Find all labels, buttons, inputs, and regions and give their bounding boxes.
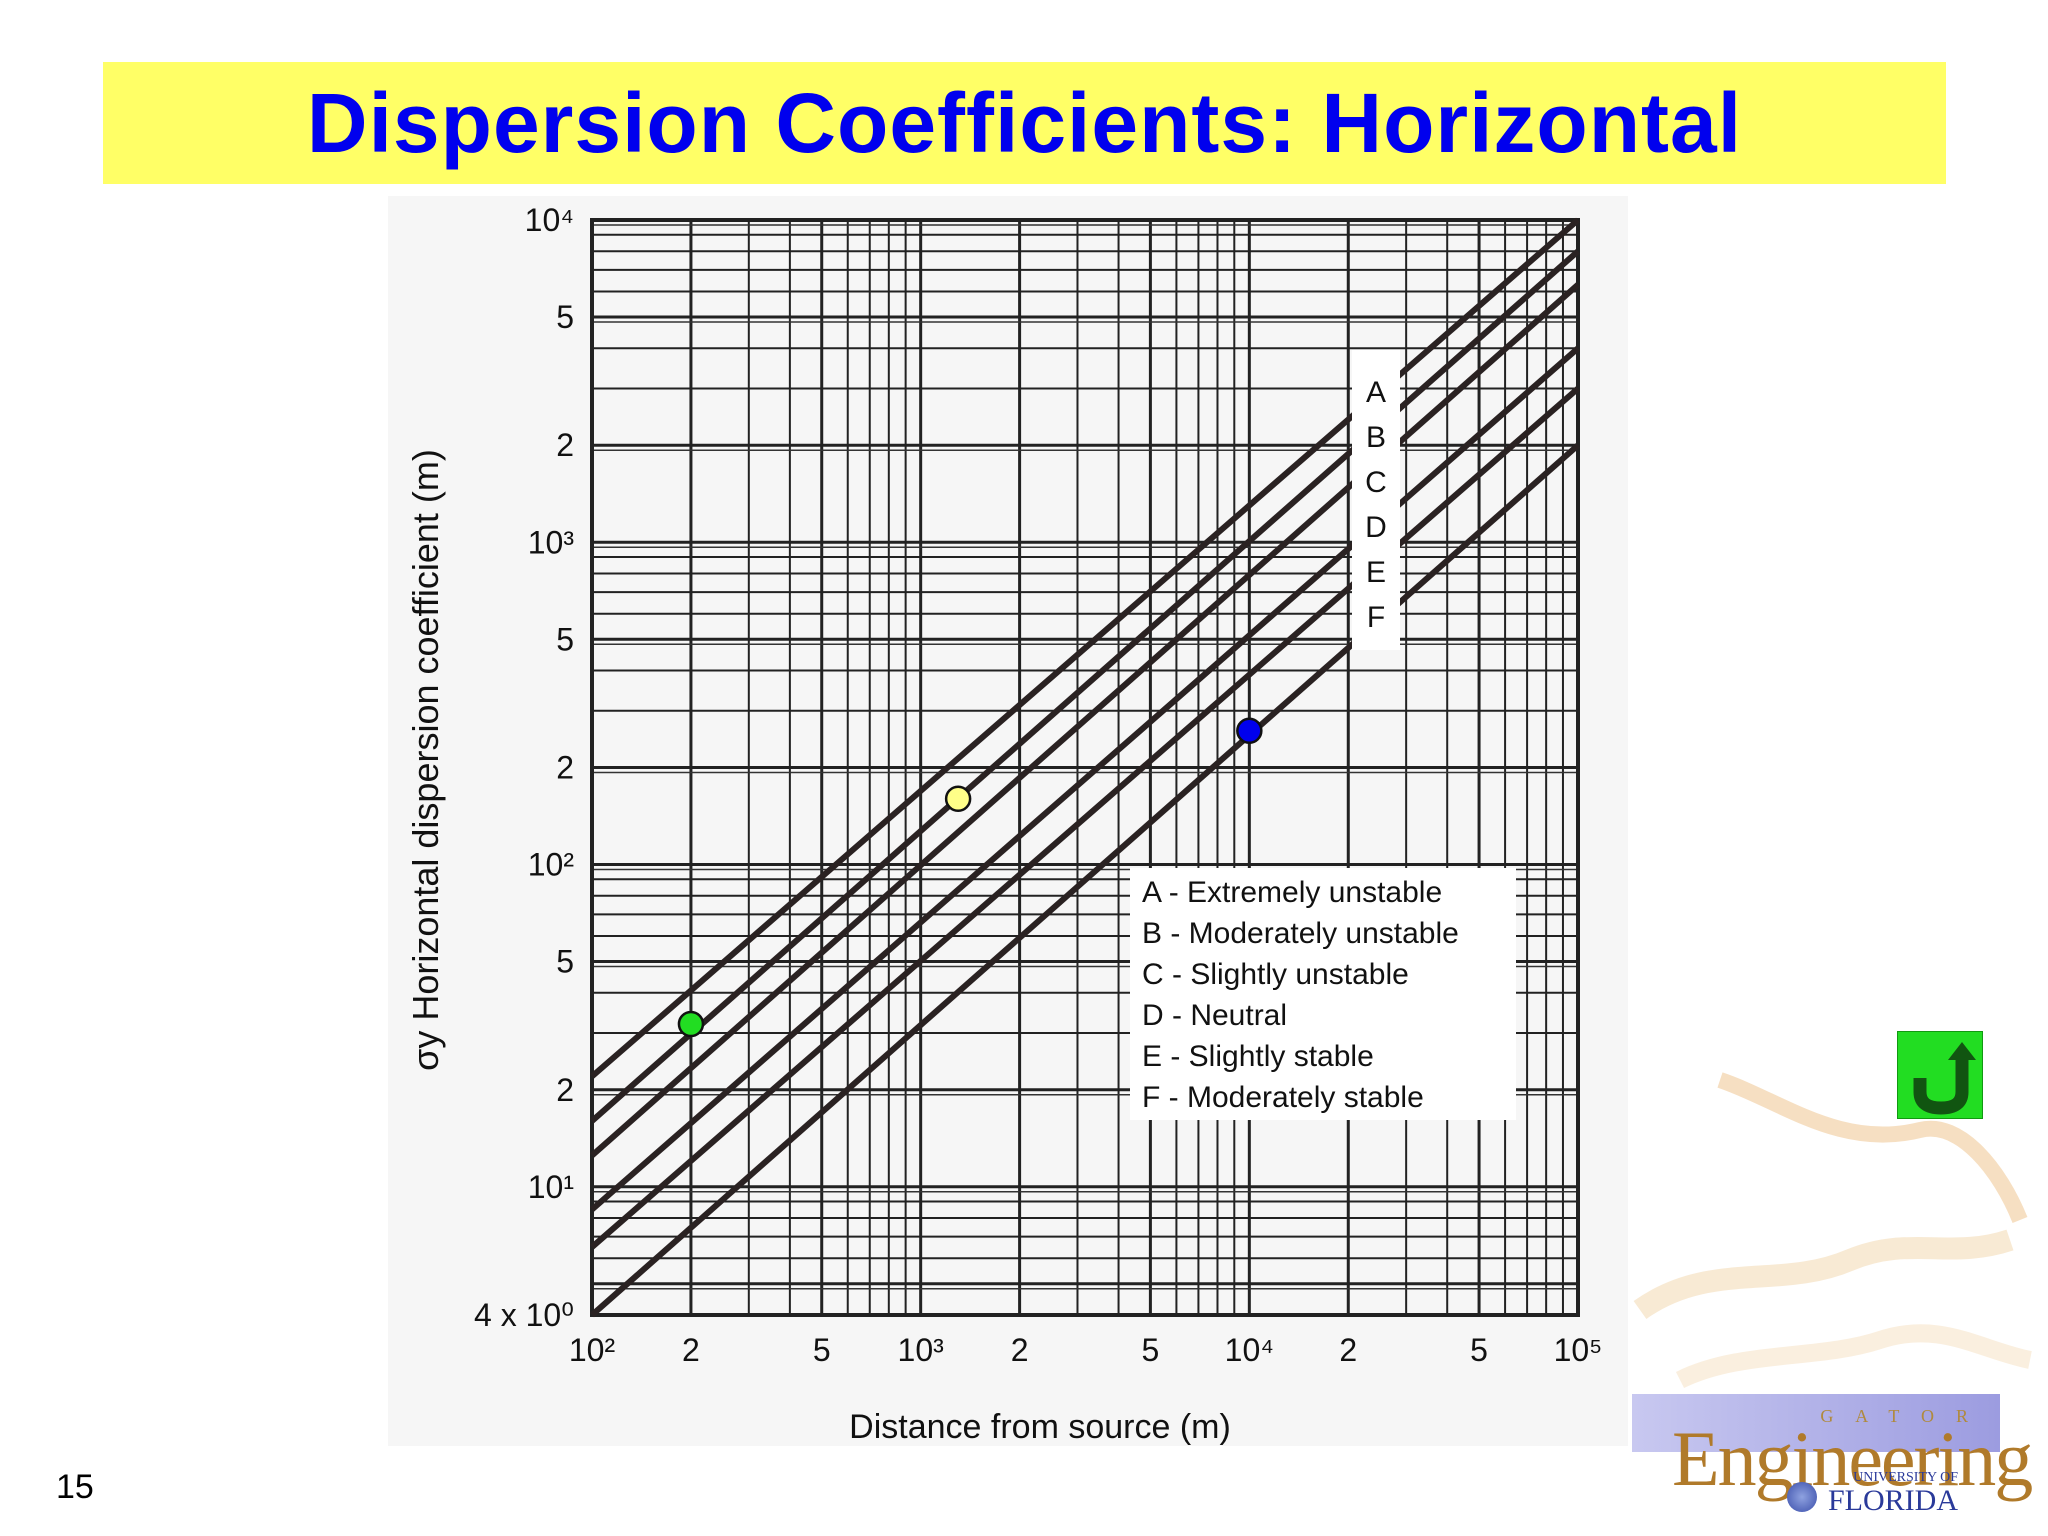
series-line-c — [590, 282, 1580, 1158]
logo-florida-text: FLORIDA — [1827, 1484, 1958, 1517]
gator-engineering-logo: GATOR Engineering UNIVERSITY OF FLORIDA — [1632, 1394, 2033, 1520]
series-lines — [590, 217, 1580, 1318]
blue-marker — [1236, 717, 1263, 745]
y-tick-label: 5 — [556, 621, 574, 657]
slide-title: Dispersion Coefficients: Horizontal — [306, 75, 1743, 170]
university-seal-icon — [1787, 1482, 1817, 1512]
x-tick-label: 5 — [1470, 1332, 1488, 1368]
series-line-b — [590, 248, 1580, 1124]
y-tick-label: 10⁴ — [525, 202, 574, 238]
legend-entry: F - Moderately stable — [1142, 1081, 1424, 1114]
x-tick-label: 2 — [682, 1332, 700, 1368]
series-label-b: B — [1366, 421, 1386, 454]
yellow-marker — [944, 785, 972, 812]
x-tick-label: 10⁴ — [1225, 1332, 1274, 1368]
series-line-d — [590, 345, 1580, 1212]
y-tick-label: 10² — [528, 847, 575, 883]
logo-band — [1632, 1394, 2000, 1452]
title-bar: Dispersion Coefficients: Horizontal — [103, 62, 1946, 184]
logo-university-text: UNIVERSITY OF — [1853, 1470, 1958, 1485]
y-tick-label: 2 — [556, 1072, 574, 1108]
series-label-e: E — [1366, 556, 1386, 589]
series-label-d: D — [1365, 511, 1387, 544]
legend-entry: B - Moderately unstable — [1142, 917, 1459, 950]
green-marker — [677, 1010, 705, 1038]
markers — [677, 717, 1263, 1038]
grid-minor — [592, 220, 1578, 1316]
return-button[interactable] — [1897, 1031, 1983, 1119]
series-label-a: A — [1366, 376, 1386, 409]
y-tick-label: 2 — [556, 750, 574, 786]
y-tick-label: 5 — [556, 299, 574, 335]
y-tick-labels: 4 x 10⁰ 10¹ 2 5 10² 2 5 10³ 2 5 10⁴ — [474, 202, 574, 1333]
x-tick-label: 10⁵ — [1554, 1332, 1603, 1368]
series-label-f: F — [1367, 601, 1385, 634]
x-tick-label: 10² — [569, 1332, 616, 1368]
logo-engineering-text: Engineering — [1672, 1415, 2033, 1502]
plot-frame — [590, 218, 1580, 1317]
x-tick-label: 2 — [1011, 1332, 1029, 1368]
y-tick-label: 2 — [556, 427, 574, 463]
x-tick-labels: 10² 2 5 10³ 2 5 10⁴ 2 5 10⁵ — [569, 1332, 1603, 1368]
y-axis-label: σy Horizontal dispersion coefficient (m) — [405, 449, 446, 1071]
y-tick-label: 10³ — [528, 524, 575, 560]
x-tick-label: 10³ — [898, 1332, 945, 1368]
slide-number: 15 — [56, 1468, 94, 1506]
series-line-a — [590, 217, 1580, 1079]
legend-entry: D - Neutral — [1142, 999, 1287, 1032]
series-line-e — [590, 386, 1580, 1250]
legend-entry: A - Extremely unstable — [1142, 876, 1442, 909]
x-tick-label: 2 — [1339, 1332, 1357, 1368]
legend-panel — [1130, 868, 1516, 1120]
gator-watermark-icon — [1633, 1072, 2032, 1389]
x-axis-label: Distance from source (m) — [849, 1408, 1231, 1446]
y-tick-label: 4 x 10⁰ — [474, 1297, 574, 1333]
legend-entry: C - Slightly unstable — [1142, 958, 1409, 991]
series-line-f — [590, 442, 1580, 1318]
x-tick-label: 5 — [1141, 1332, 1159, 1368]
legend-entry: E - Slightly stable — [1142, 1040, 1374, 1073]
y-tick-label: 10¹ — [528, 1169, 574, 1205]
y-tick-label: 5 — [556, 944, 574, 980]
logo-gator-text: GATOR — [1820, 1406, 1990, 1426]
x-tick-label: 5 — [813, 1332, 831, 1368]
legend-box: A - Extremely unstable B - Moderately uns… — [1130, 868, 1516, 1120]
series-label-c: C — [1365, 466, 1387, 499]
series-label-panel — [1352, 350, 1400, 650]
u-turn-arrow-icon — [1913, 1042, 1976, 1115]
